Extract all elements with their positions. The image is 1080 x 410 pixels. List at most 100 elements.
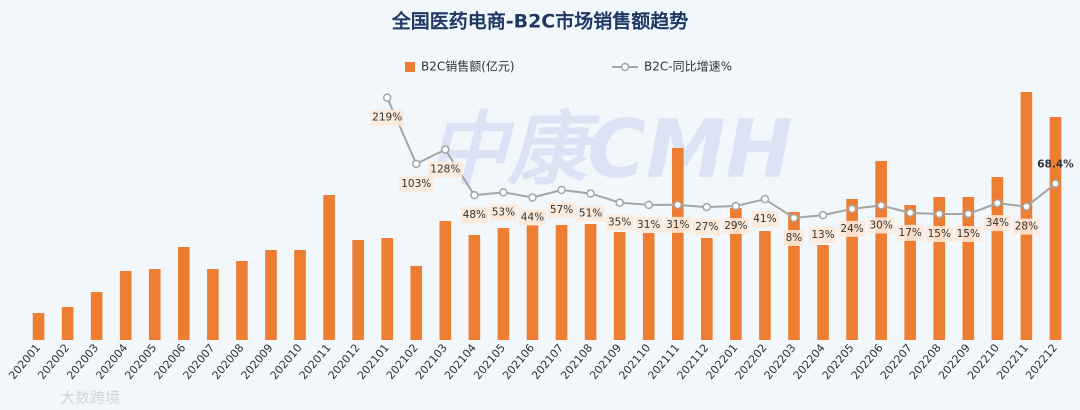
line-marker bbox=[557, 185, 566, 195]
bar bbox=[265, 250, 277, 340]
value-label: 17% bbox=[899, 227, 922, 239]
line-marker bbox=[702, 202, 712, 212]
line-marker bbox=[876, 201, 886, 210]
value-label-bg bbox=[577, 205, 605, 222]
value-label-bg bbox=[1012, 218, 1040, 235]
value-label-bg bbox=[925, 225, 953, 242]
bar bbox=[875, 161, 887, 340]
bar bbox=[555, 225, 568, 340]
bar bbox=[817, 245, 829, 340]
value-label-bg bbox=[954, 225, 982, 242]
bar bbox=[90, 292, 103, 340]
value-label-bg bbox=[548, 202, 576, 219]
value-label: 28% bbox=[1015, 221, 1038, 233]
value-label: 219% bbox=[372, 112, 402, 124]
bar bbox=[236, 261, 248, 340]
bar bbox=[207, 269, 219, 340]
value-label: 128% bbox=[430, 164, 460, 176]
value-label-bg bbox=[518, 209, 546, 226]
value-label-bg bbox=[783, 229, 804, 246]
bar bbox=[642, 233, 655, 340]
value-label: 35% bbox=[608, 217, 631, 229]
line-marker bbox=[499, 188, 508, 197]
bar bbox=[962, 197, 975, 340]
bar bbox=[177, 247, 190, 340]
bar bbox=[410, 266, 423, 340]
bar bbox=[497, 228, 510, 340]
line-marker bbox=[993, 198, 1002, 208]
line-marker bbox=[964, 209, 973, 219]
bar bbox=[788, 212, 800, 340]
value-label: 68.4% bbox=[1037, 159, 1074, 171]
line-marker bbox=[673, 200, 682, 210]
bar bbox=[846, 199, 858, 340]
value-label: 13% bbox=[811, 229, 834, 241]
value-label: 103% bbox=[401, 178, 431, 190]
bar bbox=[759, 231, 771, 340]
value-label-bg bbox=[896, 224, 924, 241]
value-label: 29% bbox=[724, 220, 747, 232]
watermark: 大数跨境 bbox=[60, 389, 120, 407]
bar bbox=[613, 232, 626, 340]
chart-title: 全国医药电商-B2C市场销售额趋势 bbox=[391, 10, 689, 33]
legend-label: B2C-同比增速% bbox=[644, 60, 732, 74]
value-label: 30% bbox=[869, 219, 892, 231]
line-marker bbox=[935, 209, 944, 219]
line-marker bbox=[1051, 179, 1060, 188]
value-label-bg bbox=[751, 211, 779, 228]
value-label-bg bbox=[983, 215, 1011, 232]
value-label-bg bbox=[635, 216, 663, 233]
bar bbox=[32, 313, 45, 340]
value-label: 53% bbox=[492, 206, 515, 218]
line bbox=[386, 97, 1057, 220]
x-tick-label: 202212 bbox=[1023, 342, 1060, 383]
bar bbox=[730, 208, 742, 340]
bar bbox=[904, 205, 917, 340]
value-label-bg bbox=[428, 161, 463, 178]
value-label-bg bbox=[838, 220, 866, 237]
line-marker bbox=[760, 194, 770, 204]
bar bbox=[671, 148, 684, 340]
value-label: 51% bbox=[579, 207, 602, 219]
value-label-bg bbox=[867, 217, 895, 234]
bar bbox=[119, 271, 132, 340]
bar bbox=[700, 238, 713, 340]
line-marker bbox=[382, 93, 392, 102]
line-marker bbox=[1022, 202, 1031, 211]
legend-swatch bbox=[405, 62, 415, 72]
bar bbox=[1049, 117, 1062, 340]
bar bbox=[439, 221, 452, 340]
value-label-bg bbox=[606, 214, 634, 231]
line-marker bbox=[528, 193, 537, 202]
value-label: 44% bbox=[521, 211, 544, 223]
line-marker bbox=[644, 200, 653, 210]
bar bbox=[381, 238, 394, 340]
value-label-bg bbox=[664, 216, 692, 233]
value-label: 34% bbox=[986, 217, 1009, 229]
value-label-bg bbox=[460, 207, 488, 224]
legend-label: B2C销售额(亿元) bbox=[421, 59, 515, 74]
watermark: 中康CMH bbox=[427, 103, 792, 196]
value-label-bg bbox=[693, 219, 721, 236]
line-marker bbox=[441, 145, 450, 154]
value-label: 8% bbox=[786, 232, 803, 244]
value-label: 57% bbox=[550, 204, 573, 216]
value-label: 41% bbox=[753, 213, 776, 225]
bar bbox=[933, 197, 946, 340]
line-marker bbox=[470, 190, 479, 200]
line-marker bbox=[789, 213, 799, 223]
value-label: 27% bbox=[695, 221, 718, 233]
value-label-bg bbox=[399, 175, 434, 192]
bar bbox=[294, 250, 306, 340]
bar bbox=[991, 177, 1004, 340]
line-marker bbox=[905, 208, 915, 218]
value-label-bg bbox=[809, 227, 837, 244]
legend-swatch bbox=[620, 62, 630, 72]
line-marker bbox=[412, 159, 421, 169]
value-label: 31% bbox=[637, 219, 660, 231]
value-label: 24% bbox=[840, 223, 863, 235]
value-label: 15% bbox=[928, 228, 951, 240]
bar bbox=[1020, 92, 1033, 340]
value-label-bg bbox=[370, 109, 405, 126]
